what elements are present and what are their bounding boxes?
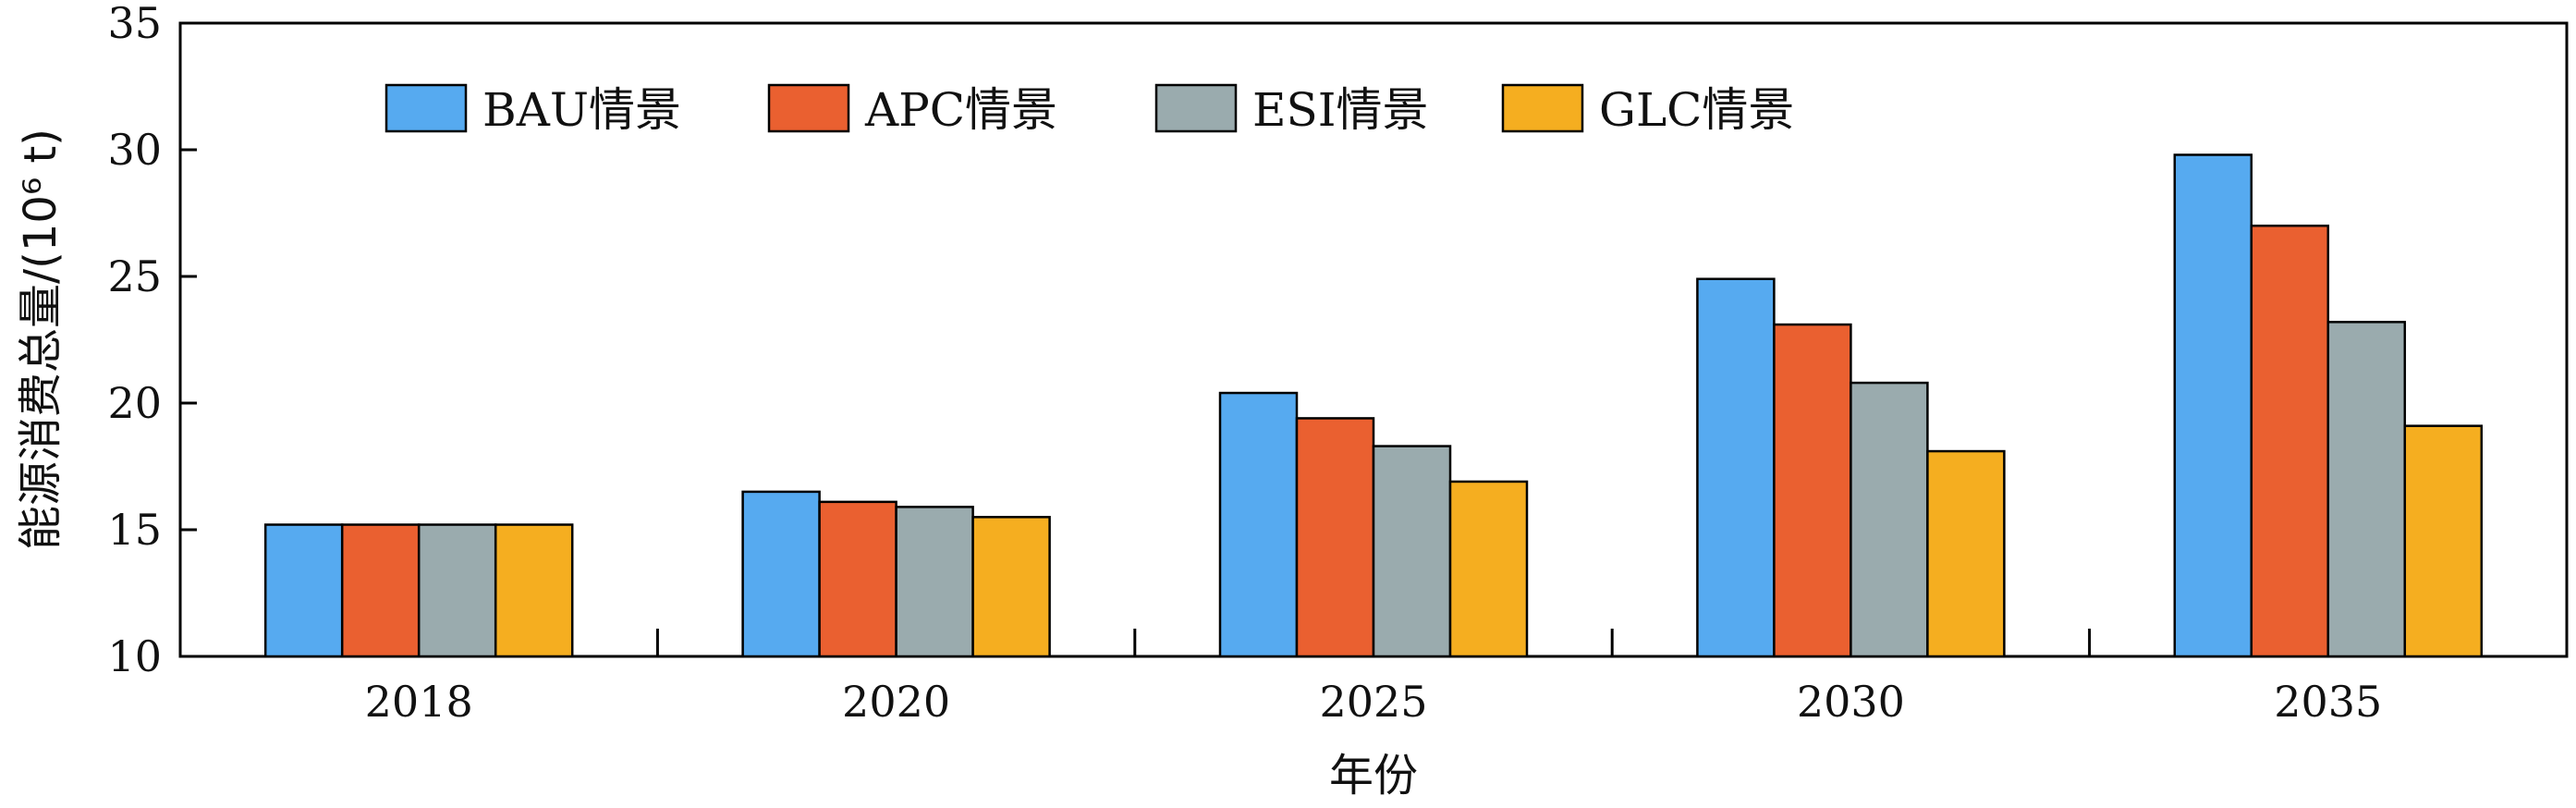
legend: BAU情景 APC情景 ESI情景 GLC情景 bbox=[385, 83, 1794, 137]
y-tick-label: 35 bbox=[107, 0, 162, 48]
legend-swatch bbox=[385, 83, 468, 133]
bar bbox=[1218, 391, 1299, 658]
y-axis: 10 15 20 25 30 35 bbox=[107, 0, 197, 681]
bar bbox=[2250, 224, 2330, 658]
bar bbox=[1372, 445, 1452, 658]
x-tick-label: 2025 bbox=[1319, 677, 1427, 727]
y-tick-label: 25 bbox=[107, 251, 162, 301]
bar bbox=[1850, 381, 1929, 658]
bar bbox=[1773, 323, 1852, 658]
bar bbox=[340, 523, 421, 658]
bar bbox=[1448, 480, 1529, 658]
legend-label: BAU情景 bbox=[482, 83, 681, 137]
legend-swatch bbox=[1501, 83, 1584, 133]
x-tick-label: 2030 bbox=[1797, 677, 1905, 727]
y-tick-label: 20 bbox=[107, 378, 162, 428]
y-tick-label: 30 bbox=[107, 125, 162, 175]
bar bbox=[1926, 449, 2006, 658]
bar bbox=[417, 523, 497, 658]
bar bbox=[1696, 277, 1776, 658]
legend-swatch bbox=[767, 83, 850, 133]
bar bbox=[2326, 321, 2407, 658]
x-tick-label: 2018 bbox=[365, 677, 473, 727]
bar bbox=[741, 490, 821, 658]
legend-label: GLC情景 bbox=[1599, 83, 1794, 137]
x-tick-label: 2035 bbox=[2274, 677, 2382, 727]
bar bbox=[818, 500, 897, 658]
bar bbox=[2403, 424, 2484, 658]
x-tick-label: 2020 bbox=[842, 677, 950, 727]
y-tick-label: 10 bbox=[107, 631, 162, 681]
bar bbox=[263, 523, 344, 658]
x-axis: 2018 2020 2025 2030 2035 bbox=[365, 629, 2382, 727]
legend-swatch bbox=[1154, 83, 1238, 133]
bar bbox=[895, 506, 974, 658]
bar bbox=[2173, 153, 2253, 658]
x-axis-title: 年份 bbox=[1329, 750, 1418, 802]
bar bbox=[1295, 417, 1375, 658]
y-tick-label: 15 bbox=[107, 505, 162, 555]
legend-label: APC情景 bbox=[864, 83, 1057, 137]
bars bbox=[263, 153, 2484, 658]
y-axis-title: 能源消费总量/(10⁶ t) bbox=[15, 129, 67, 550]
legend-label: ESI情景 bbox=[1252, 83, 1429, 137]
bar bbox=[494, 523, 574, 658]
bar bbox=[971, 516, 1051, 658]
